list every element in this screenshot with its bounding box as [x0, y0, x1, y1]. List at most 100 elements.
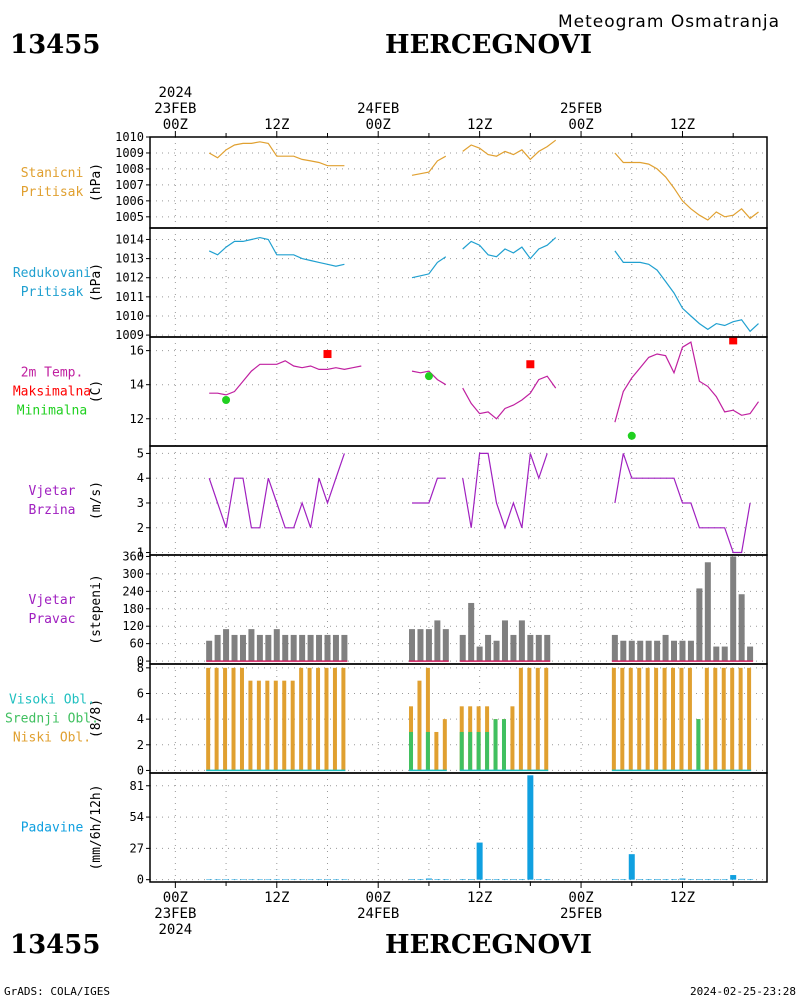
low-cloud-bar: [637, 667, 642, 771]
bar: [654, 879, 661, 880]
bar: [265, 879, 272, 880]
bar: [290, 879, 297, 880]
series-line: [411, 256, 447, 279]
panel-frame: [149, 772, 768, 883]
panel-label: Srednji Obl.: [5, 712, 99, 727]
bar: [493, 879, 500, 880]
x-label-top: 00Z: [163, 117, 188, 133]
low-cloud-bar: [535, 667, 540, 771]
station-id-top: 13455: [10, 30, 101, 60]
bar: [527, 634, 534, 662]
series-line: [462, 452, 548, 530]
bar: [239, 879, 246, 880]
y-tick-label: 180: [122, 602, 144, 616]
series-line: [614, 453, 751, 554]
tmin-marker: [222, 396, 231, 405]
bar: [501, 879, 508, 880]
low-cloud-bar: [307, 667, 312, 771]
y-tick-label: 1: [137, 546, 144, 560]
tmax-marker: [323, 350, 332, 359]
panel-label: Maksimalna: [13, 385, 91, 400]
mid-cloud-bar: [425, 731, 430, 771]
x-label-top: 12Z: [467, 117, 492, 133]
panel-frame: [149, 336, 768, 447]
series-line: [462, 237, 557, 260]
low-cloud-bar: [654, 667, 659, 771]
bar: [730, 556, 737, 662]
bar: [324, 879, 331, 880]
mid-cloud-bar: [459, 731, 464, 771]
x-label-top: 12Z: [670, 117, 695, 133]
low-cloud-bar: [256, 680, 261, 771]
low-cloud-bar: [425, 667, 430, 771]
bar: [628, 640, 635, 662]
y-tick-label: 240: [122, 584, 144, 598]
tmax-marker: [729, 336, 738, 345]
bar: [713, 879, 720, 880]
low-cloud-bar: [265, 680, 270, 771]
bar: [214, 634, 221, 662]
y-tick-label: 6: [137, 686, 144, 700]
y-tick-label: 54: [130, 810, 144, 824]
bar: [747, 646, 754, 662]
station-id-bottom: 13455: [10, 930, 101, 960]
bar: [282, 879, 289, 880]
mid-cloud-bar: [409, 731, 414, 771]
bar: [248, 879, 255, 880]
bar: [409, 629, 416, 662]
bar: [645, 640, 652, 662]
bar: [434, 620, 441, 662]
low-cloud-bar: [206, 667, 211, 771]
bar: [214, 879, 221, 880]
bar: [299, 879, 306, 880]
bar: [468, 879, 475, 880]
low-cloud-bar: [510, 706, 515, 771]
low-cloud-bar: [738, 667, 743, 771]
series-line: [412, 477, 446, 504]
bar: [535, 879, 542, 880]
y-tick-label: 1005: [115, 210, 144, 224]
low-cloud-bar: [299, 667, 304, 771]
low-cloud-bar: [544, 667, 549, 771]
y-tick-label: 4: [137, 712, 144, 726]
bar: [307, 634, 314, 662]
panel-label: Pritisak: [21, 285, 84, 300]
panel-label: Brzina: [29, 503, 76, 518]
bar: [231, 879, 238, 880]
bar: [299, 634, 306, 662]
low-cloud-bar: [721, 667, 726, 771]
bar: [316, 634, 323, 662]
bar: [696, 879, 703, 880]
panel-label: 2m Temp.: [21, 366, 84, 381]
bar: [273, 879, 280, 880]
bar: [248, 629, 255, 662]
bar: [223, 629, 230, 662]
series-line: [411, 370, 447, 386]
x-label-top: 23FEB: [154, 101, 196, 117]
y-tick-label: 1009: [115, 146, 144, 160]
low-cloud-bar: [282, 680, 287, 771]
panel-wind_direction: (stepeni) Vjetar Pravac: [29, 554, 768, 665]
bar: [544, 634, 551, 662]
bar: [265, 634, 272, 662]
y-tick-label: 0: [137, 763, 144, 777]
bar: [501, 620, 508, 662]
bar: [223, 879, 230, 880]
low-cloud-bar: [341, 667, 346, 771]
y-tick-label: 1009: [115, 328, 144, 342]
x-label-bottom: 24FEB: [357, 906, 399, 922]
bar: [671, 879, 678, 880]
bar: [417, 629, 424, 662]
bar: [459, 634, 466, 662]
y-tick-label: 5: [137, 446, 144, 460]
x-label-bottom: 2024: [158, 922, 192, 938]
bar: [687, 640, 694, 662]
x-label-bottom: 00Z: [163, 890, 188, 906]
bar: [341, 634, 348, 662]
panel-pressure: (hPa) Stanicni Pritisak: [21, 136, 768, 229]
y-tick-label: 81: [130, 779, 144, 793]
bar: [468, 602, 475, 662]
bar: [485, 879, 492, 880]
footer-left: GrADS: COLA/IGES: [4, 985, 110, 998]
